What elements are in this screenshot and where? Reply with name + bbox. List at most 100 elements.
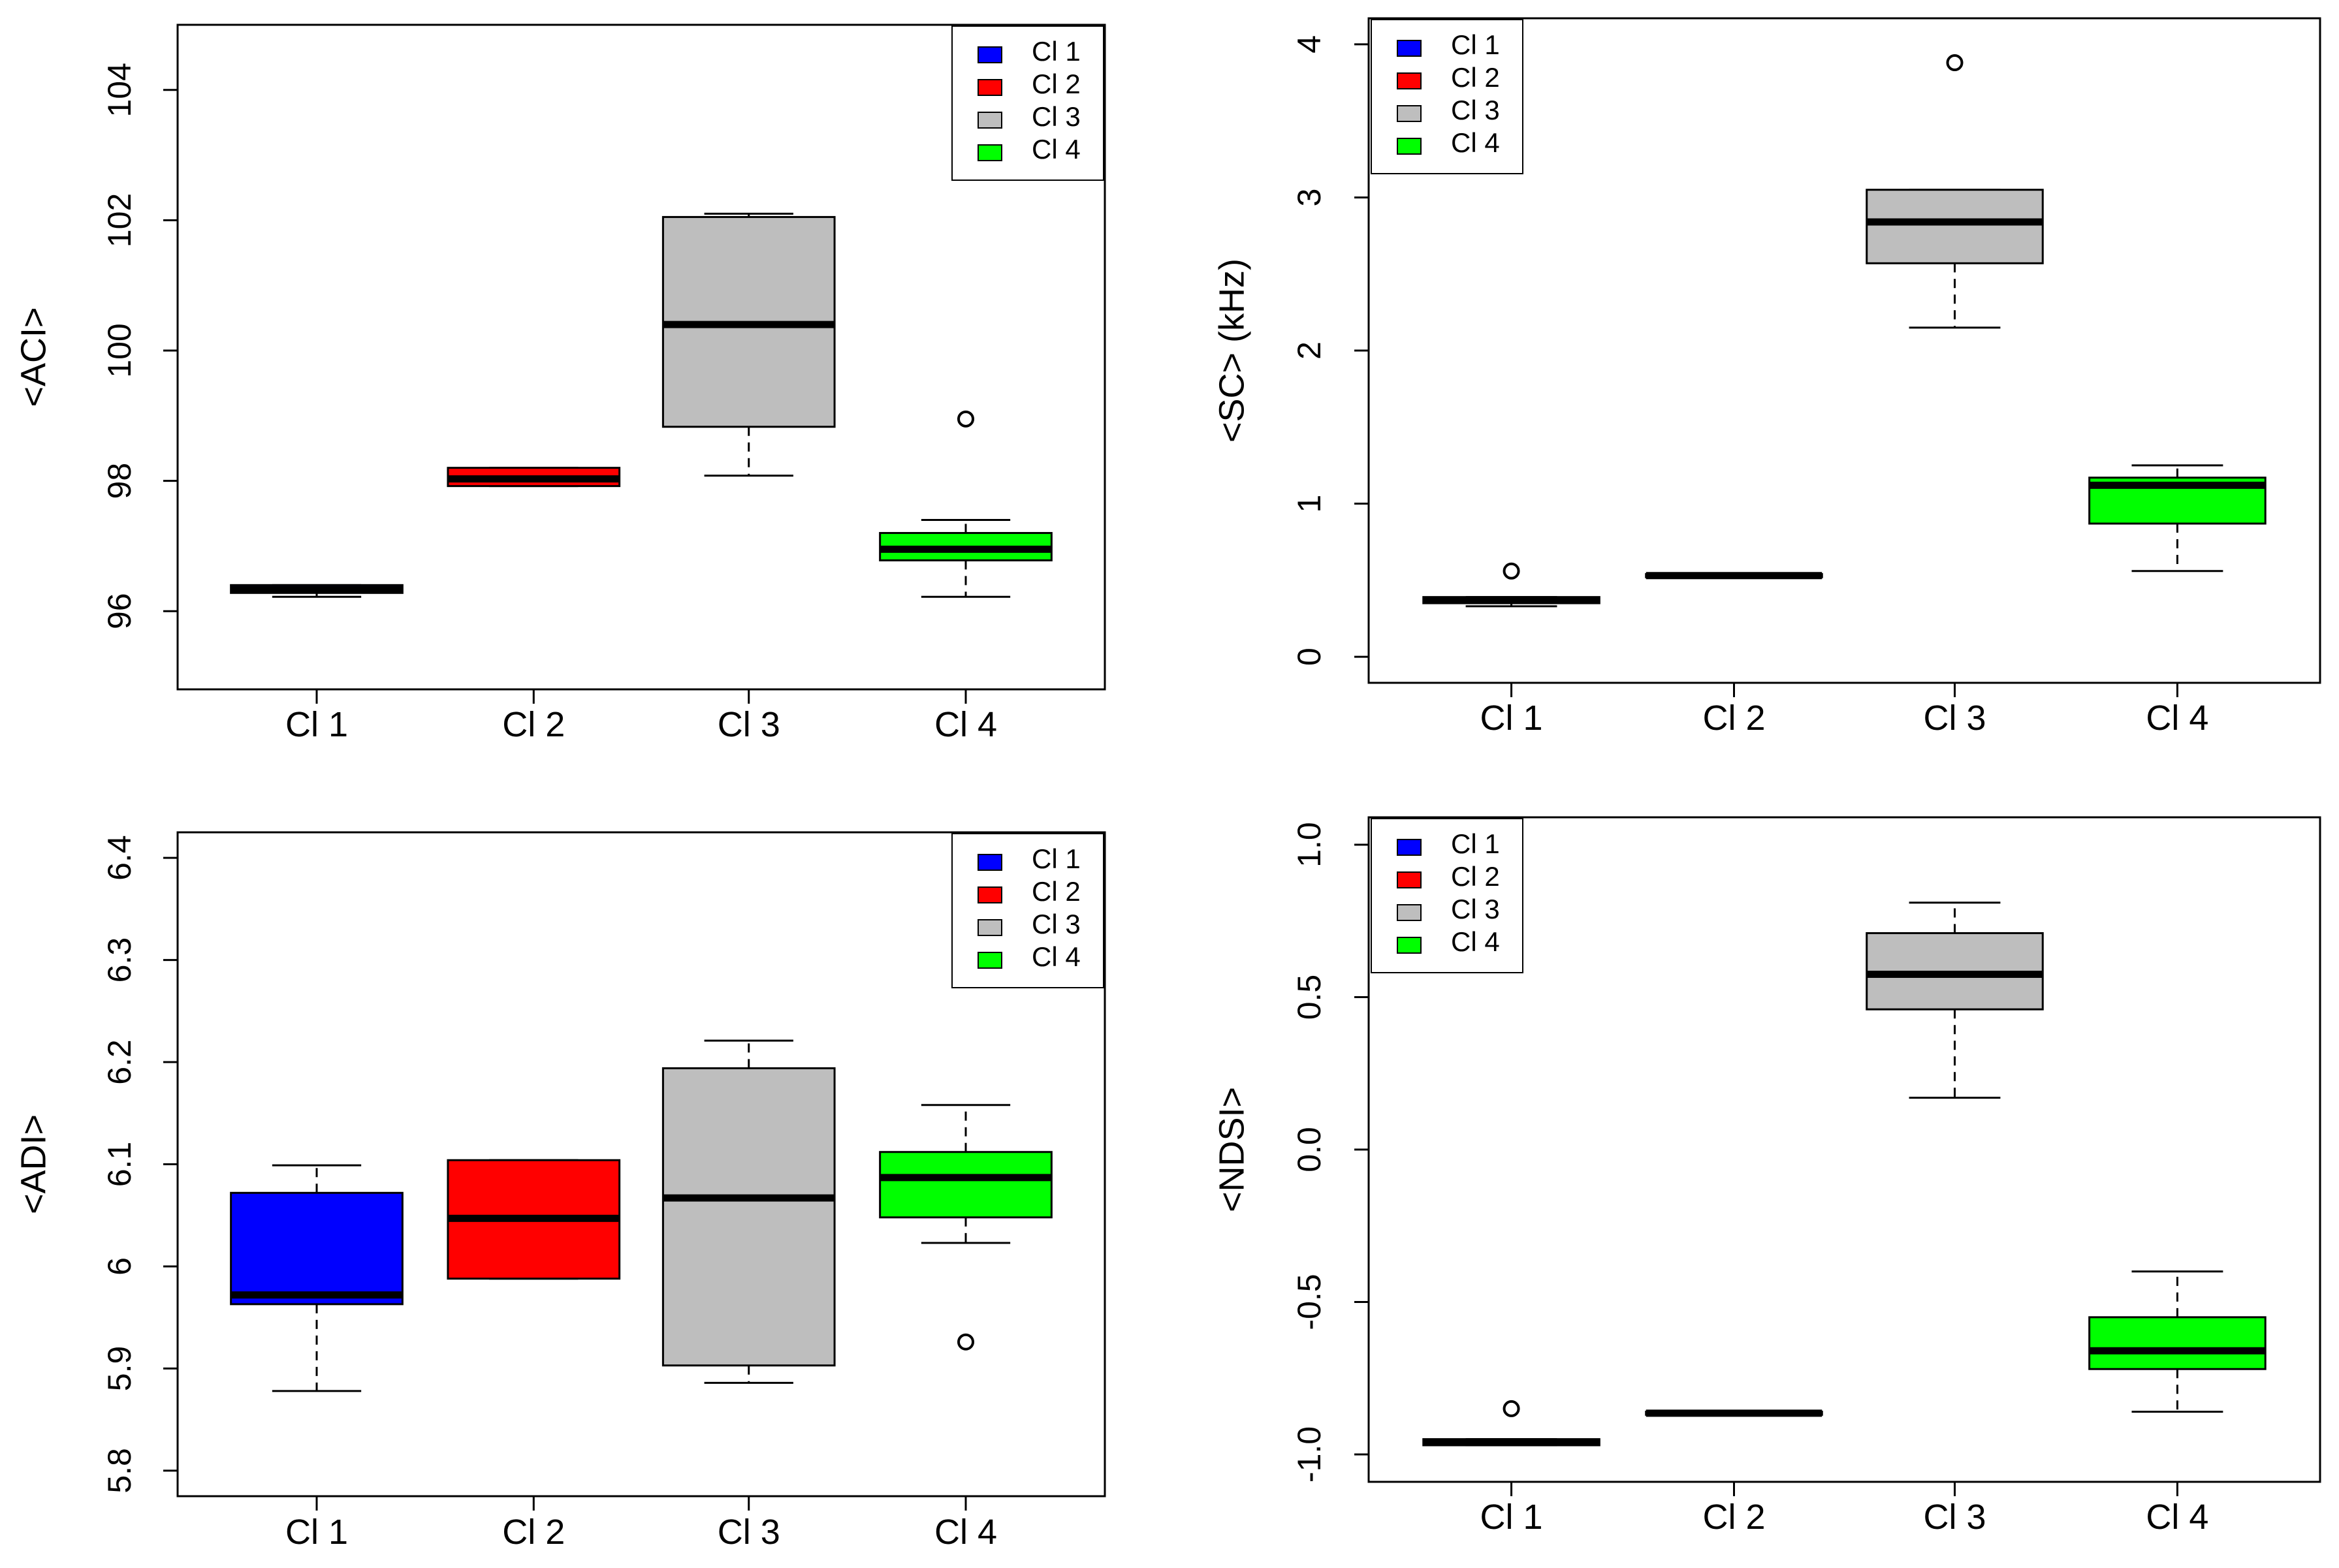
legend-label: Cl 4 (1451, 127, 1500, 158)
panel-ndsi: -1.0-0.50.00.51.0<NDSI>Cl 1 Cl 2 Cl 3 Cl 4C… (1212, 816, 2321, 1537)
y-axis-label: <ACI> (14, 307, 53, 407)
box-3 (1866, 54, 2044, 329)
box-3 (661, 212, 836, 477)
legend-frame (1371, 818, 1523, 973)
x-tick-label: Cl 2 (1702, 1497, 1765, 1537)
box-2 (1645, 1409, 1823, 1417)
box-1 (230, 1164, 404, 1392)
x-tick-label: Cl 1 (285, 705, 348, 744)
iqr-box (1866, 189, 2044, 264)
x-tick-label: Cl 2 (1702, 698, 1765, 738)
y-axis-label: <SC> (kHz) (1212, 259, 1251, 443)
legend-swatch (1397, 138, 1422, 155)
y-tick-label: 5.8 (101, 1448, 138, 1494)
outlier-point (957, 410, 974, 428)
legend-label: Cl 3 (1032, 909, 1081, 939)
legend-swatch (1397, 937, 1422, 954)
legend-label: Cl 3 (1451, 894, 1500, 924)
box-4 (2088, 1270, 2267, 1413)
legend: Cl 1Cl 2Cl 3Cl 4 (951, 833, 1104, 988)
legend: Cl 1Cl 2Cl 3Cl 4 (951, 25, 1104, 181)
legend-label: Cl 1 (1032, 843, 1081, 874)
legend-swatch (1397, 904, 1422, 921)
iqr-box (230, 1191, 404, 1306)
x-tick-label: Cl 4 (934, 1513, 997, 1552)
y-tick-label: 0.5 (1291, 975, 1328, 1020)
box-1 (230, 584, 404, 598)
box-4 (879, 410, 1053, 598)
y-tick-label: 1 (1291, 495, 1328, 513)
legend-frame (1371, 19, 1523, 174)
y-tick-label: 5.9 (101, 1346, 138, 1392)
y-tick-label: 3 (1291, 189, 1328, 207)
y-tick-label: 6.3 (101, 937, 138, 983)
y-tick-label: 0.0 (1291, 1127, 1328, 1172)
panel-adi: 5.85.966.16.26.36.4<ADI>Cl 1 Cl 2 Cl 3 Cl 4… (14, 831, 1106, 1552)
y-tick-label: 6 (101, 1257, 138, 1276)
legend-label: Cl 4 (1032, 941, 1081, 972)
y-tick-label: -1.0 (1291, 1426, 1328, 1482)
legend-swatch (978, 886, 1002, 903)
outlier-point (1946, 54, 1964, 72)
legend-swatch (978, 79, 1002, 96)
x-tick-label: Cl 4 (934, 705, 997, 744)
legend-label: Cl 3 (1451, 95, 1500, 125)
y-tick-label: 104 (101, 63, 138, 117)
x-tick-label: Cl 1 (1480, 698, 1543, 738)
box-1 (1422, 1400, 1600, 1447)
legend-swatch (978, 144, 1002, 161)
legend-swatch (1397, 839, 1422, 856)
y-tick-label: 6.1 (101, 1142, 138, 1187)
legend-label: Cl 1 (1032, 36, 1081, 67)
box-1 (1422, 562, 1600, 608)
x-tick-label: Cl 4 (2146, 1497, 2208, 1537)
x-tick-label: Cl 3 (1923, 1497, 1986, 1537)
box-2 (1645, 572, 1823, 580)
legend-swatch (978, 952, 1002, 969)
y-tick-label: 96 (101, 593, 138, 629)
y-axis-label: <NDSI> (1212, 1087, 1251, 1212)
legend-swatch (1397, 72, 1422, 89)
legend-swatch (978, 919, 1002, 936)
legend-swatch (978, 854, 1002, 871)
box-4 (2088, 464, 2267, 572)
legend: Cl 1Cl 2Cl 3Cl 4 (1371, 19, 1523, 174)
y-tick-label: 1.0 (1291, 822, 1328, 868)
outlier-point (1503, 1400, 1520, 1417)
box-3 (1866, 902, 2044, 1099)
legend-label: Cl 2 (1032, 876, 1081, 907)
box-2 (447, 1159, 621, 1280)
x-tick-label: Cl 3 (1923, 698, 1986, 738)
plot-frame (176, 24, 1106, 691)
y-tick-label: 100 (101, 323, 138, 377)
y-tick-label: -0.5 (1291, 1274, 1328, 1330)
y-tick-label: 2 (1291, 341, 1328, 360)
y-tick-label: 6.2 (101, 1039, 138, 1085)
x-tick-label: Cl 3 (718, 1513, 780, 1552)
x-tick-label: Cl 2 (502, 1513, 565, 1552)
iqr-box (2088, 1316, 2267, 1370)
legend-frame (951, 833, 1104, 988)
x-tick-label: Cl 2 (502, 705, 565, 744)
box-4 (879, 1104, 1053, 1351)
y-tick-label: 98 (101, 463, 138, 499)
y-tick-label: 102 (101, 193, 138, 247)
y-tick-label: 0 (1291, 648, 1328, 666)
x-tick-label: Cl 4 (2146, 698, 2208, 738)
legend-label: Cl 2 (1451, 861, 1500, 892)
legend-swatch (978, 112, 1002, 129)
x-tick-label: Cl 1 (1480, 1497, 1543, 1537)
legend-label: Cl 3 (1032, 101, 1081, 132)
legend-frame (951, 25, 1104, 181)
iqr-box (661, 1067, 836, 1367)
legend-label: Cl 4 (1032, 134, 1081, 165)
legend-label: Cl 4 (1451, 926, 1500, 957)
y-axis-label: <ADI> (14, 1114, 53, 1214)
legend: Cl 1Cl 2Cl 3Cl 4 (1371, 818, 1523, 973)
y-tick-label: 4 (1291, 35, 1328, 54)
box-3 (661, 1039, 836, 1384)
y-tick-label: 6.4 (101, 835, 138, 881)
